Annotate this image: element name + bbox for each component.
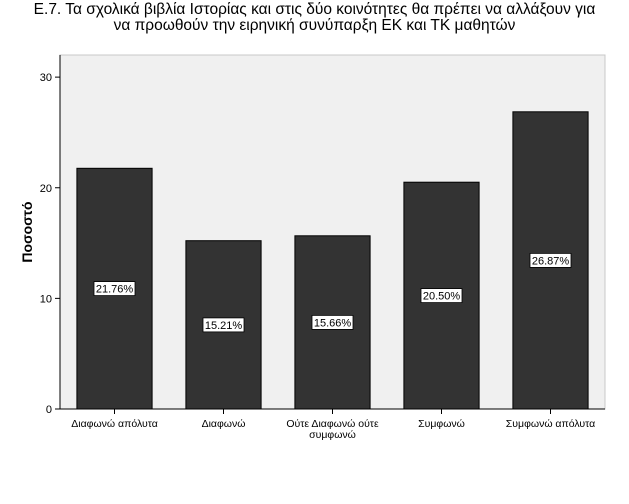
x-tick-label-5: Συμφωνώ απόλυτα	[506, 418, 595, 430]
x-tick-label-3-line-1: Ούτε Διαφωνώ ούτε	[286, 418, 379, 430]
chart-title-line-2: να προωθούν την ειρηνική συνύπαρξη ΕΚ κα…	[113, 17, 516, 34]
y-tick-label-10: 10	[40, 293, 52, 305]
data-label-3: 15.66%	[314, 317, 352, 329]
data-label-4: 20.50%	[423, 291, 461, 303]
data-label-5: 26.87%	[532, 255, 570, 267]
y-tick-label-20: 20	[40, 183, 52, 195]
y-tick-label-0: 0	[46, 404, 52, 416]
x-tick-label-2: Διαφωνώ	[202, 418, 246, 430]
data-label-box-4	[420, 288, 463, 304]
data-label-box-1	[93, 281, 136, 297]
data-label-box-2	[202, 317, 245, 333]
x-tick-label-1: Διαφωνώ απόλυτα	[71, 418, 158, 430]
x-tick-label-4: Συμφωνώ	[418, 418, 465, 430]
data-label-1: 21.76%	[96, 284, 134, 296]
y-tick-label-30: 30	[40, 72, 52, 84]
x-tick-label-3-line-2: συμφωνώ	[309, 429, 356, 441]
chart-title: Ε.7. Τα σχολικά βιβλία Ιστορίας και στις…	[0, 2, 629, 34]
data-label-2: 15.21%	[205, 320, 243, 332]
data-label-box-5	[529, 252, 572, 268]
chart-title-line-1: Ε.7. Τα σχολικά βιβλία Ιστορίας και στις…	[33, 1, 596, 18]
data-label-box-3	[311, 314, 354, 330]
